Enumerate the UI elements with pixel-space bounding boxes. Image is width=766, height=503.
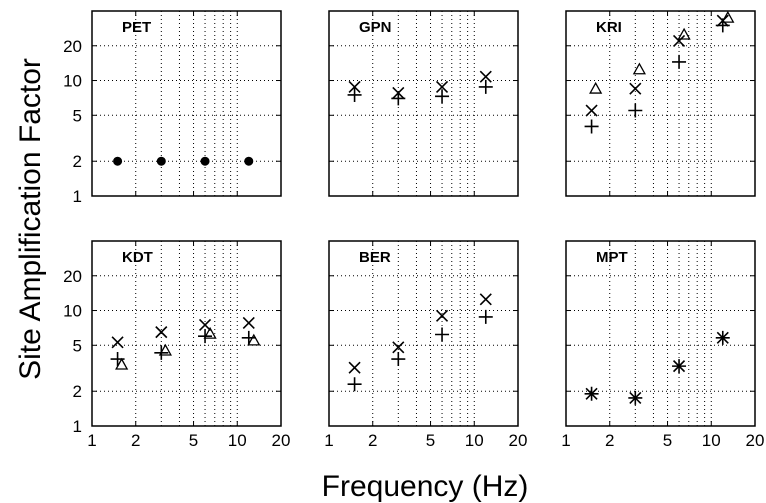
data-point-triangle (247, 333, 261, 346)
data-point-dot (244, 156, 254, 166)
x-tick-label: 2 (368, 431, 377, 450)
data-point-dot (200, 156, 210, 166)
data-point-plus (110, 352, 125, 367)
panel-gpn: GPN (328, 10, 519, 197)
data-point-dot (113, 156, 123, 166)
data-point-cross (479, 70, 492, 83)
panel-frame (91, 240, 282, 427)
x-axis-label: Frequency (Hz) (322, 470, 529, 503)
data-point-triangle (203, 326, 217, 339)
panel-title: MPT (596, 249, 628, 266)
panel-title: PET (122, 19, 151, 36)
data-point-cross (435, 309, 449, 322)
panel-title: KRI (596, 19, 622, 36)
panel-grid: 1 2 5 10 20 PET GPN KRI 1 2 5 10 20 1 2 5 10 20 KDT 1 2 5 10 20… (63, 10, 765, 450)
x-tick-label: 1 (324, 431, 333, 450)
panel-frame (328, 10, 519, 197)
panel-mpt: 1 2 5 10 20 MPT (561, 240, 765, 450)
panel-kdt: 1 2 5 10 20 1 2 5 10 20 KDT (63, 240, 291, 450)
data-point-triangle (632, 62, 646, 75)
data-point-plus (584, 119, 599, 134)
x-tick-label: 10 (702, 431, 721, 450)
data-point-plus (241, 330, 256, 345)
x-tick-label: 5 (663, 431, 672, 450)
data-point-plus (672, 54, 687, 69)
data-point-plus (435, 327, 450, 342)
x-tick-label: 20 (746, 431, 765, 450)
panel-frame (91, 10, 282, 197)
data-point-plus (478, 309, 493, 324)
data-point-cross (348, 361, 361, 374)
data-point-cross (111, 336, 124, 349)
data-point-cross (155, 326, 168, 339)
x-tick-label: 5 (426, 431, 435, 450)
data-point-cross (435, 80, 449, 94)
x-tick-label: 10 (228, 431, 247, 450)
y-tick-label: 1 (73, 187, 82, 206)
x-tick-label: 1 (87, 431, 96, 450)
data-point-cross (479, 293, 492, 306)
data-point-plus (478, 79, 493, 94)
y-tick-label: 5 (73, 106, 82, 125)
data-point-dot (156, 156, 166, 166)
data-point-plus (628, 390, 643, 405)
data-point-cross (672, 34, 686, 48)
data-point-cross (629, 82, 642, 95)
data-point-plus (584, 386, 599, 401)
data-point-cross (198, 318, 212, 332)
data-point-plus (391, 352, 406, 367)
panel-frame (565, 240, 756, 427)
y-axis-label: Site Amplification Factor (14, 58, 47, 380)
panel-frame (565, 10, 756, 197)
data-point-plus (628, 103, 643, 118)
x-tick-label: 1 (561, 431, 570, 450)
y-tick-label: 1 (73, 417, 82, 436)
y-tick-label: 20 (63, 37, 82, 56)
data-point-triangle (677, 27, 691, 40)
data-point-triangle (589, 81, 603, 94)
data-point-triangle (721, 10, 735, 23)
panel-ber: 1 2 5 10 20 BER (324, 240, 528, 450)
x-tick-label: 20 (272, 431, 291, 450)
data-point-plus (715, 330, 730, 345)
y-tick-label: 10 (63, 302, 82, 321)
x-tick-label: 20 (509, 431, 528, 450)
data-point-cross (348, 80, 361, 94)
x-tick-label: 5 (189, 431, 198, 450)
data-point-plus (672, 359, 687, 374)
data-point-plus (347, 87, 362, 102)
panel-title: KDT (122, 249, 153, 266)
y-tick-label: 10 (63, 72, 82, 91)
panel-kri: KRI (565, 10, 756, 197)
x-tick-label: 10 (465, 431, 484, 450)
data-point-plus (435, 89, 450, 104)
y-tick-label: 20 (63, 267, 82, 286)
data-point-plus (391, 91, 406, 106)
x-tick-label: 2 (131, 431, 140, 450)
y-tick-label: 2 (73, 152, 82, 171)
data-point-triangle (115, 357, 129, 370)
data-point-cross (242, 316, 255, 330)
data-point-cross (392, 341, 405, 354)
panel-title: GPN (359, 19, 392, 36)
panel-title: BER (359, 249, 391, 266)
x-tick-label: 2 (605, 431, 614, 450)
y-tick-label: 5 (73, 336, 82, 355)
panel-pet: 1 2 5 10 20 PET (63, 10, 282, 206)
data-point-cross (585, 104, 598, 117)
data-point-plus (347, 377, 362, 392)
y-tick-label: 2 (73, 382, 82, 401)
panel-frame (328, 240, 519, 427)
data-point-triangle (158, 343, 172, 356)
